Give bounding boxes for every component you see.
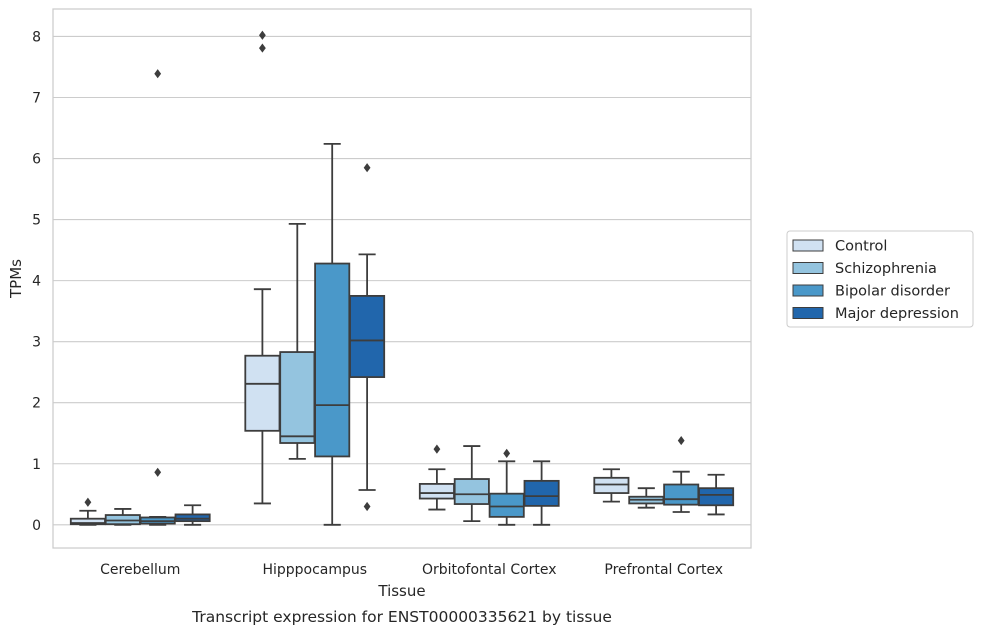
outlier-point	[433, 444, 441, 454]
y-tick-label: 0	[32, 518, 41, 534]
legend: Control Schizophrenia Bipolar disorder Majo…	[786, 230, 974, 328]
outlier-point	[503, 448, 511, 458]
legend-label: Major depression	[835, 306, 959, 322]
iqr-box	[104, 514, 141, 526]
y-tick-labels: 0 1 2 3 4 5 6 7 8	[32, 29, 41, 533]
iqr-box	[453, 478, 490, 505]
box-bipolar-disorder	[663, 435, 700, 513]
box-schizophrenia	[279, 222, 316, 460]
outlier-point	[363, 501, 371, 512]
y-tick-label: 8	[32, 29, 41, 45]
boxes	[69, 30, 735, 526]
iqr-box	[418, 483, 455, 500]
figure-caption: Transcript expression for ENST0000033562…	[191, 608, 612, 626]
iqr-box	[663, 483, 700, 506]
box-schizophrenia	[628, 487, 665, 509]
legend-swatch	[792, 284, 824, 297]
x-axis-title: Tissue	[377, 582, 425, 600]
box-bipolar-disorder	[488, 448, 525, 526]
outlier-point	[84, 497, 92, 507]
y-tick-label: 2	[32, 396, 41, 412]
x-tick-label: Orbitofontal Cortex	[422, 562, 557, 578]
outlier-point	[154, 69, 162, 79]
y-tick-label: 6	[32, 152, 41, 168]
legend-label: Control	[835, 239, 887, 255]
y-tick-label: 3	[32, 335, 41, 351]
iqr-box	[349, 294, 386, 378]
box-schizophrenia	[104, 508, 141, 526]
box-bipolar-disorder	[139, 69, 176, 526]
y-axis-title: TPMs	[7, 259, 25, 299]
box-control	[244, 30, 281, 505]
y-tick-label: 7	[32, 91, 41, 107]
box-major-depression	[174, 504, 211, 526]
x-tick-label: Cerebellum	[100, 562, 180, 578]
y-tick-label: 5	[32, 213, 41, 229]
gridlines	[53, 35, 751, 526]
x-tick-label: Prefrontal Cortex	[604, 562, 723, 578]
legend-swatch	[792, 307, 824, 319]
iqr-box	[174, 513, 211, 523]
plot-frame	[52, 8, 752, 549]
box-control	[418, 444, 455, 511]
outlier-point	[154, 467, 162, 477]
box-bipolar-disorder	[314, 143, 351, 526]
y-tick-label: 4	[32, 274, 41, 290]
legend-swatch	[792, 239, 824, 252]
box-major-depression	[349, 163, 386, 512]
iqr-box	[314, 262, 351, 458]
iqr-box	[593, 476, 630, 494]
box-schizophrenia	[453, 445, 490, 523]
legend-frame	[786, 230, 974, 328]
box-control	[69, 497, 106, 526]
outlier-point	[677, 435, 685, 446]
x-tick-labels: Cerebellum Hipppocampus Orbitofontal Corte…	[100, 562, 723, 578]
box-major-depression	[523, 460, 560, 526]
iqr-box	[279, 351, 316, 444]
iqr-box	[244, 354, 281, 432]
outlier-point	[259, 30, 266, 40]
box-control	[593, 468, 630, 503]
legend-swatch	[792, 262, 824, 274]
outlier-point	[259, 43, 266, 53]
x-tick-label: Hipppocampus	[262, 562, 367, 578]
y-tick-label: 1	[32, 457, 41, 473]
iqr-box	[488, 492, 525, 518]
legend-label: Schizophrenia	[835, 261, 937, 277]
legend-label: Bipolar disorder	[835, 284, 950, 300]
iqr-box	[698, 487, 735, 507]
box-major-depression	[698, 473, 735, 516]
outlier-point	[363, 163, 371, 173]
iqr-box	[523, 479, 560, 507]
